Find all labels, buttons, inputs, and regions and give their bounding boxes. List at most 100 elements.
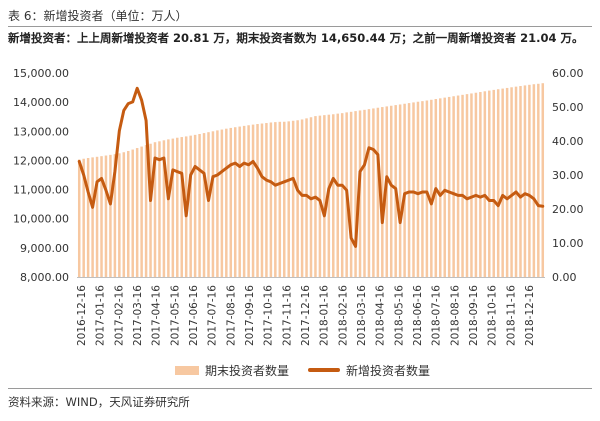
x-tick-label: 2017-09-16 — [244, 285, 256, 346]
bar — [461, 94, 464, 277]
y-left-tick-label: 8,000.00 — [20, 271, 69, 284]
bar — [528, 84, 531, 277]
y-right-tick-label: 60.00 — [552, 67, 584, 80]
bar — [238, 126, 241, 277]
bar — [488, 90, 491, 277]
y-right-tick-label: 30.00 — [552, 169, 584, 182]
x-tick-label: 2017-06-16 — [188, 285, 200, 346]
x-tick-label: 2018-01-16 — [319, 285, 331, 346]
summary-text: 新增投资者：上上周新增投资者 20.81 万，期末投资者数为 14,650.44… — [8, 31, 584, 45]
legend: 期末投资者数量 新增投资者数量 — [0, 360, 600, 380]
x-tick-label: 2018-05-16 — [393, 285, 405, 346]
y-left-tick-label: 13,000.00 — [13, 125, 69, 138]
bar — [131, 149, 134, 277]
legend-item-bar: 期末投资者数量 — [175, 360, 289, 380]
bar — [140, 146, 143, 277]
table-title: 表 6：新增投资者（单位：万人） — [8, 6, 592, 27]
bar — [220, 129, 224, 277]
bar — [523, 85, 527, 277]
bar-series — [77, 83, 545, 278]
bar — [381, 107, 384, 277]
y-left-tick-label: 10,000.00 — [13, 213, 69, 226]
y-right-tick-label: 50.00 — [552, 101, 584, 114]
bar — [77, 159, 81, 277]
bar — [323, 115, 326, 277]
legend-label-line: 新增投资者数量 — [346, 363, 431, 378]
bar — [211, 131, 215, 277]
bar — [496, 89, 500, 277]
bar — [407, 103, 411, 277]
bar — [180, 137, 183, 277]
bar — [176, 137, 179, 277]
bar — [225, 128, 228, 277]
bar — [189, 135, 192, 277]
x-tick-label: 2017-10-16 — [263, 285, 275, 346]
legend-label-bar: 期末投资者数量 — [205, 363, 290, 378]
right-axis: 0.00 10.00 20.00 30.00 40.00 50.00 60.00 — [552, 67, 584, 284]
y-right-tick-label: 40.00 — [552, 135, 584, 148]
bar — [403, 103, 406, 277]
bar — [354, 111, 357, 277]
x-tick-label: 2017-08-16 — [225, 285, 237, 346]
bar — [265, 123, 268, 277]
bar — [229, 127, 233, 278]
bar — [104, 155, 108, 277]
bar — [207, 132, 210, 277]
y-right-tick-label: 10.00 — [552, 237, 584, 250]
line-series — [77, 86, 545, 248]
bar — [541, 83, 545, 277]
bar — [233, 127, 237, 277]
bar — [113, 154, 117, 277]
bar — [144, 145, 148, 277]
bar — [336, 113, 339, 277]
x-tick-label: 2018-10-16 — [487, 285, 499, 346]
combo-chart: 8,000.00 9,000.00 10,000.00 11,000.00 12,000… — [13, 67, 584, 346]
bar — [216, 130, 219, 277]
y-right-tick-label: 0.00 — [552, 271, 577, 284]
bar — [122, 152, 126, 277]
bar — [278, 121, 282, 277]
x-tick-label: 2018-06-16 — [412, 285, 424, 346]
bar — [372, 108, 375, 277]
bar — [300, 119, 304, 277]
y-left-tick-label: 14,000.00 — [13, 96, 69, 109]
x-axis: 2016-12-16 2017-01-16 2017-02-16 2017-03-16… — [76, 285, 536, 346]
x-tick-label: 2018-03-16 — [356, 285, 368, 346]
bar — [167, 139, 170, 277]
bar — [416, 101, 420, 277]
bar — [158, 141, 161, 277]
bar — [483, 91, 487, 277]
bar — [296, 120, 299, 278]
x-tick-label: 2017-03-16 — [132, 285, 144, 346]
bar — [95, 156, 99, 277]
bar — [251, 124, 255, 277]
bar — [82, 158, 85, 277]
bar — [474, 92, 478, 277]
x-tick-label: 2017-11-16 — [281, 285, 293, 346]
bar — [510, 87, 513, 277]
bar — [247, 125, 250, 277]
bar — [349, 111, 353, 277]
bar — [318, 115, 322, 277]
bar — [171, 138, 175, 277]
bar — [430, 99, 433, 277]
x-tick-label: 2018-09-16 — [468, 285, 480, 346]
legend-swatch-bar — [175, 365, 199, 375]
bar — [135, 148, 139, 277]
x-tick-label: 2017-07-16 — [207, 285, 219, 346]
x-tick-label: 2018-08-16 — [449, 285, 461, 346]
bar — [456, 95, 460, 277]
x-tick-label: 2017-05-16 — [169, 285, 181, 346]
bar — [537, 83, 540, 277]
bar — [389, 105, 393, 277]
x-tick-label: 2017-12-16 — [300, 285, 312, 346]
bar — [332, 114, 335, 277]
bar — [153, 142, 157, 277]
bar — [340, 113, 344, 277]
x-tick-label: 2018-02-16 — [337, 285, 349, 346]
bar — [291, 120, 295, 278]
bar — [505, 87, 509, 277]
bar — [287, 121, 290, 277]
bar — [479, 92, 482, 277]
bar — [501, 88, 504, 277]
